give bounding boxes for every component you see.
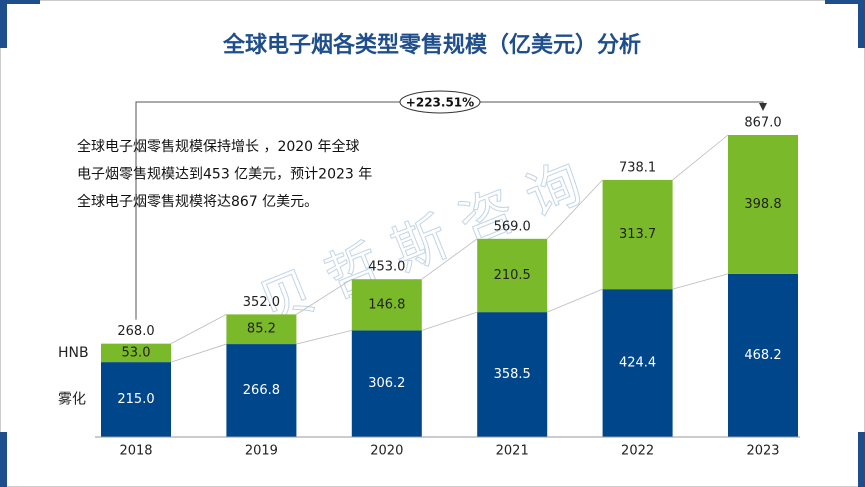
bar-segment bbox=[602, 289, 673, 437]
connector-line bbox=[546, 179, 603, 240]
note-line: 电子烟零售规模达到453 亿美元，预计2023 年 bbox=[77, 167, 372, 183]
note-line: 全球电子烟零售规模将达867 亿美元。 bbox=[77, 193, 318, 210]
note-line: 全球电子烟零售规模保持增长 ，2020 年全球 bbox=[77, 138, 360, 155]
connector-line bbox=[170, 314, 227, 345]
chart-title: 全球电子烟各类型零售规模（亿美元）分析 bbox=[222, 32, 641, 58]
connector-line bbox=[547, 288, 603, 313]
x-tick-label: 2023 bbox=[746, 444, 779, 459]
total-label: 453.0 bbox=[368, 260, 405, 275]
bar-segment bbox=[477, 238, 548, 313]
x-tick-label: 2019 bbox=[245, 444, 278, 459]
total-label: 867.0 bbox=[744, 116, 781, 131]
growth-badge bbox=[399, 90, 481, 114]
legend-label: 雾化 bbox=[58, 392, 86, 408]
connector-line bbox=[421, 238, 478, 280]
connector-line bbox=[672, 273, 729, 290]
bar-segment bbox=[226, 344, 297, 437]
data-label: 53.0 bbox=[122, 345, 151, 360]
bar-segment bbox=[101, 362, 171, 437]
total-label: 738.1 bbox=[619, 160, 656, 175]
data-label: 85.2 bbox=[247, 322, 276, 337]
connector-line bbox=[672, 134, 729, 181]
data-label: 215.0 bbox=[117, 392, 154, 407]
data-label: 306.2 bbox=[368, 376, 405, 391]
legend-label: HNB bbox=[58, 345, 89, 361]
growth-annotation: +223.51% bbox=[406, 96, 474, 110]
data-label: 424.4 bbox=[619, 356, 656, 371]
data-label: 146.8 bbox=[368, 297, 405, 312]
x-tick-label: 2018 bbox=[119, 444, 152, 459]
data-label: 313.7 bbox=[619, 227, 656, 242]
data-label: 266.8 bbox=[243, 383, 280, 398]
data-label: 398.8 bbox=[744, 197, 781, 212]
x-tick-label: 2020 bbox=[370, 444, 403, 459]
connector-line bbox=[296, 329, 352, 345]
total-label: 352.0 bbox=[243, 295, 280, 310]
bar-segment bbox=[351, 279, 422, 331]
connector-line bbox=[170, 343, 227, 363]
total-label: 569.0 bbox=[494, 219, 531, 234]
bar-segment bbox=[226, 314, 297, 345]
connector-line bbox=[421, 311, 478, 331]
connector-line bbox=[296, 278, 353, 315]
bar-segment bbox=[602, 179, 673, 290]
growth-arrowhead bbox=[759, 103, 767, 111]
data-label: 468.2 bbox=[744, 348, 781, 363]
data-label: 358.5 bbox=[494, 367, 531, 382]
total-label: 268.0 bbox=[117, 324, 154, 339]
bar-segment bbox=[728, 135, 798, 274]
bar-segment bbox=[477, 312, 548, 437]
x-tick-label: 2022 bbox=[621, 444, 654, 459]
data-label: 210.5 bbox=[494, 268, 531, 283]
bar-segment bbox=[351, 330, 422, 437]
bar-segment bbox=[728, 273, 798, 437]
bar-segment bbox=[101, 343, 171, 363]
x-tick-label: 2021 bbox=[496, 444, 529, 459]
